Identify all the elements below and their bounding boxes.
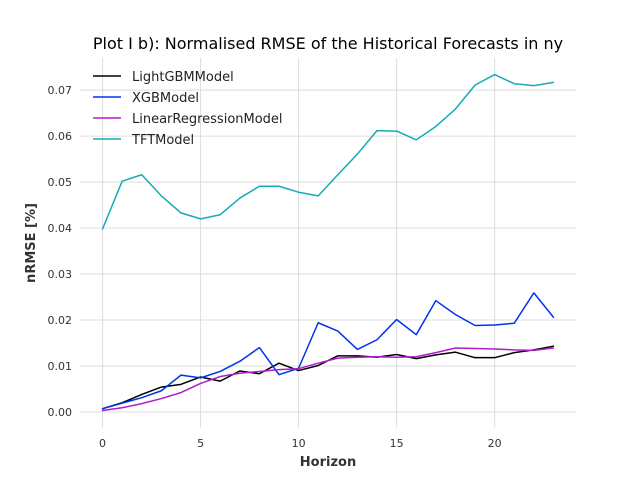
y-tick-label: 0.05 <box>48 176 73 189</box>
y-tick-label: 0.02 <box>48 314 73 327</box>
legend-label: LinearRegressionModel <box>132 112 283 127</box>
tick-labels: 0.00 0.01 0.02 0.03 0.04 0.05 0.06 0.07 0 5 10 15 20 <box>48 84 502 450</box>
series-line-linearregressionmodel <box>101 347 555 412</box>
legend-label: TFTModel <box>131 133 194 148</box>
x-tick-label: 10 <box>292 437 306 450</box>
y-tick-label: 0.01 <box>48 360 73 373</box>
legend: LightGBMModel XGBModel LinearRegressionMod… <box>93 70 283 148</box>
y-tick-label: 0.07 <box>48 84 73 97</box>
legend-label: XGBModel <box>132 91 199 106</box>
legend-item: LinearRegressionModel <box>93 112 283 127</box>
y-tick-label: 0.04 <box>48 222 73 235</box>
series-line-xgbmodel <box>101 292 555 410</box>
series-line-lightgbmmodel <box>101 345 555 410</box>
chart-title: Plot I b): Normalised RMSE of the Histor… <box>93 34 563 53</box>
x-tick-label: 0 <box>99 437 106 450</box>
y-tick-label: 0.00 <box>48 406 73 419</box>
series-lines <box>101 73 555 412</box>
grid <box>80 58 576 428</box>
x-tick-label: 15 <box>390 437 404 450</box>
y-tick-label: 0.03 <box>48 268 73 281</box>
legend-item: LightGBMModel <box>93 70 234 85</box>
x-axis-title: Horizon <box>300 455 356 470</box>
x-tick-label: 20 <box>488 437 502 450</box>
series-line-tftmodel <box>101 73 555 230</box>
y-tick-label: 0.06 <box>48 130 73 143</box>
legend-item: TFTModel <box>93 133 194 148</box>
legend-label: LightGBMModel <box>132 70 234 85</box>
y-axis-title: nRMSE [%] <box>24 203 39 283</box>
legend-item: XGBModel <box>93 91 199 106</box>
x-tick-label: 5 <box>197 437 204 450</box>
